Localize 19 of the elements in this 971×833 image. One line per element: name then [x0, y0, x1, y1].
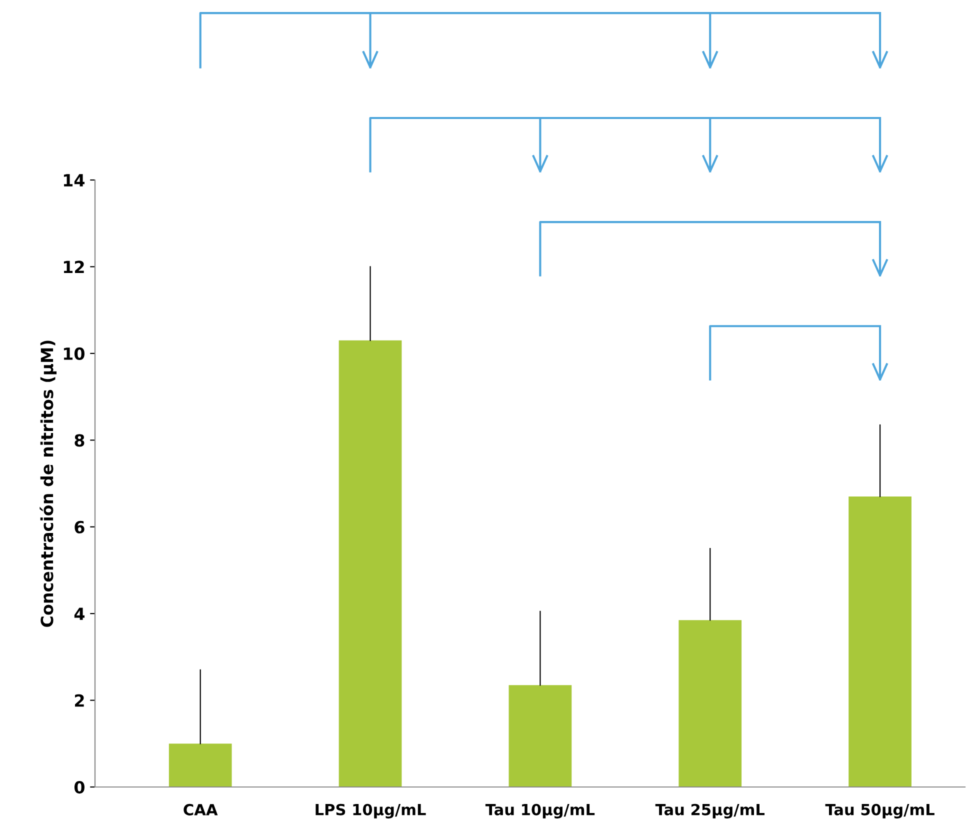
- x-tick-label: LPS 10µg/mL: [316, 804, 426, 818]
- y-tick-label: 6: [74, 520, 84, 534]
- bar: [848, 496, 912, 787]
- bar: [508, 685, 572, 787]
- y-tick-label: 8: [74, 434, 84, 447]
- y-axis-title: Concentración de nitritos (µM): [40, 340, 57, 627]
- x-tick-label: CAA: [184, 804, 218, 816]
- bar: [168, 744, 232, 787]
- y-tick-label: 12: [64, 260, 84, 274]
- y-tick-label: 10: [64, 347, 84, 360]
- x-tick-label: Tau 10µg/mL: [485, 804, 595, 818]
- y-tick-label: 0: [74, 780, 84, 794]
- bar: [338, 340, 402, 787]
- x-tick-label: Tau 25µg/mL: [655, 804, 765, 818]
- bar: [678, 620, 742, 787]
- y-tick-label: 14: [64, 174, 85, 186]
- x-tick-label: Tau 50µg/mL: [825, 804, 934, 818]
- y-tick-label: 4: [74, 608, 85, 620]
- y-tick-label: 2: [75, 694, 84, 707]
